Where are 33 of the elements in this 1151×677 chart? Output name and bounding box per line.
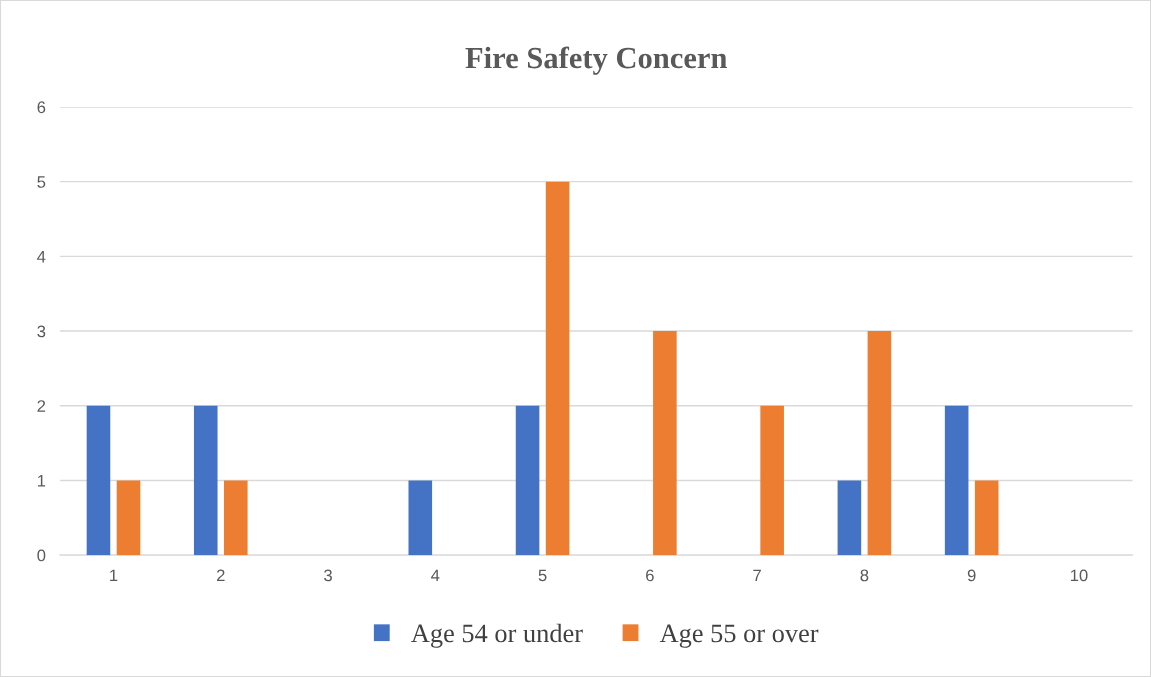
y-tick-label: 0 <box>37 549 46 562</box>
y-tick-label: 5 <box>37 176 46 188</box>
chart-title: Fire Safety Concern <box>465 46 728 75</box>
bar <box>653 331 677 556</box>
legend-label: Age 55 or over <box>659 624 819 648</box>
x-tick-label: 3 <box>324 569 332 582</box>
bar <box>193 405 218 556</box>
y-tick-label: 4 <box>37 250 46 263</box>
y-tick-label: 2 <box>37 400 46 412</box>
bar <box>974 480 999 556</box>
legend-label: Age 54 or under <box>411 623 583 648</box>
y-tick-label: 6 <box>37 101 46 114</box>
bar <box>760 405 784 556</box>
bar <box>545 181 570 556</box>
x-tick-label: 1 <box>110 569 118 582</box>
y-tick-label: 1 <box>37 475 46 487</box>
bar <box>116 480 141 556</box>
x-tick-label: 6 <box>646 569 654 582</box>
bar <box>86 405 111 556</box>
y-tick-label: 3 <box>37 325 46 338</box>
x-tick-label: 4 <box>431 569 440 582</box>
bar <box>223 480 248 556</box>
bar <box>837 480 862 556</box>
x-tick-label: 10 <box>1070 569 1088 582</box>
bar <box>515 405 540 556</box>
x-tick-label: 9 <box>967 569 976 582</box>
bar <box>867 331 892 556</box>
x-tick-label: 2 <box>216 569 225 582</box>
x-tick-label: 5 <box>538 569 547 582</box>
bar <box>944 405 969 556</box>
x-tick-label: 7 <box>753 569 761 582</box>
bar <box>408 480 433 556</box>
x-tick-label: 8 <box>860 569 869 582</box>
